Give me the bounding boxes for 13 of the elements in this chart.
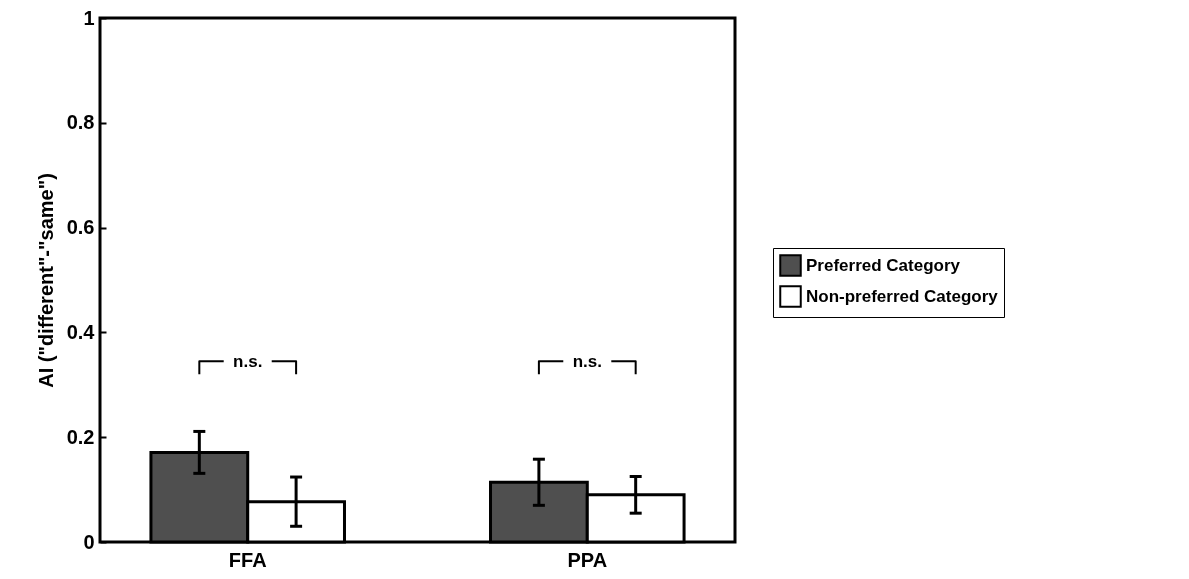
y-tick-label: 0 [83, 530, 95, 553]
y-tick-label: 0.6 [66, 216, 95, 239]
annotation: n.s. [233, 352, 263, 372]
x-tick-label: PPA [567, 548, 608, 571]
x-tick-label: FFA [228, 548, 267, 571]
legend-label: Non-preferred Category [806, 286, 999, 306]
y-tick-label: 0.2 [66, 425, 95, 448]
y-axis-title: AI ("different"-"same") [34, 173, 57, 388]
annotation: n.s. [572, 352, 602, 372]
y-tick-label: 0.4 [66, 320, 96, 343]
y-tick-label: 1 [83, 6, 95, 29]
legend-label: Preferred Category [806, 255, 961, 275]
y-tick-label: 0.8 [66, 111, 95, 134]
